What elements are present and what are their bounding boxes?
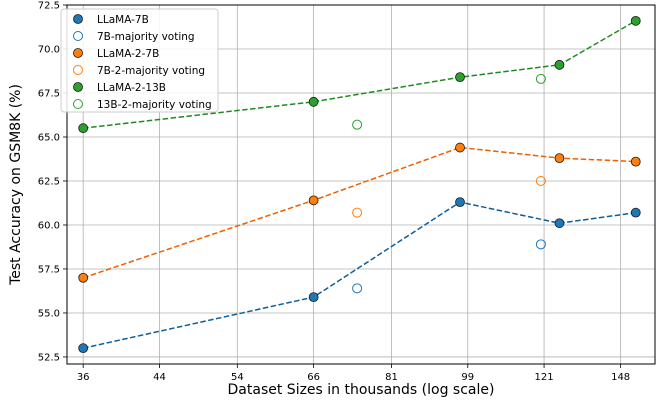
y-tick-label: 55.0 — [38, 308, 60, 319]
series-7b-majority-voting — [352, 239, 546, 294]
x-tick-label: 121 — [535, 372, 554, 383]
series-llama-2-7b — [78, 142, 641, 283]
x-axis-label: Dataset Sizes in thousands (log scale) — [228, 382, 495, 398]
data-point — [308, 195, 319, 206]
data-point — [78, 343, 89, 354]
y-axis-label: Test Accuracy on GSM8K (%) — [8, 84, 24, 286]
legend-item: LLaMA-2-7B — [73, 48, 159, 60]
data-point — [78, 123, 89, 134]
y-tick-label: 62.5 — [38, 176, 60, 187]
y-tick-label: 67.5 — [38, 88, 60, 99]
legend-label: 7B-majority voting — [97, 31, 195, 43]
legend-marker — [73, 48, 83, 58]
y-axis: 52.5 55.0 57.5 60.0 62.5 65.0 67.5 70.0 72.5 — [38, 1, 67, 363]
legend-label: 7B-2-majority voting — [97, 65, 205, 77]
legend-marker — [73, 65, 83, 75]
plot-area — [78, 15, 641, 354]
data-point — [535, 239, 546, 250]
x-tick-label: 99 — [461, 372, 474, 383]
legend-marker — [73, 31, 83, 41]
legend-label: 13B-2-majority voting — [97, 99, 212, 111]
x-tick-label: 148 — [611, 372, 630, 383]
legend-marker — [73, 14, 83, 24]
x-tick-label: 36 — [77, 372, 90, 383]
legend-item: LLaMA-2-13B — [73, 82, 166, 94]
data-point — [630, 15, 641, 26]
data-point — [308, 292, 319, 303]
legend-label: LLaMA-7B — [97, 14, 149, 26]
series-13b-2-majority-voting — [352, 73, 546, 130]
legend-label: LLaMA-2-13B — [97, 82, 166, 94]
y-tick-label: 52.5 — [38, 352, 60, 363]
data-point — [630, 207, 641, 218]
data-point — [554, 153, 565, 164]
legend-item: 7B-majority voting — [73, 31, 195, 43]
legend-item: LLaMA-7B — [73, 14, 149, 26]
data-point — [78, 272, 89, 283]
data-point — [455, 72, 465, 83]
data-point — [630, 156, 641, 167]
plot-frame — [66, 4, 656, 365]
y-tick-label: 72.5 — [38, 1, 60, 12]
legend-item: 7B-2-majority voting — [73, 65, 205, 77]
legend: LLaMA-7B 7B-majority voting LLaMA-2-7B 7B-2… — [60, 8, 219, 113]
y-tick-label: 70.0 — [38, 44, 60, 55]
data-point — [554, 218, 565, 229]
x-tick-label: 54 — [231, 372, 244, 383]
y-tick-label: 57.5 — [38, 264, 60, 275]
data-point — [308, 96, 319, 107]
series-line — [82, 146, 636, 279]
series-7b-2-majority-voting — [352, 175, 546, 218]
x-tick-label: 66 — [307, 372, 320, 383]
x-axis: 36 44 54 66 81 99 121 148 — [77, 364, 630, 383]
data-point — [352, 207, 363, 218]
data-point — [535, 175, 546, 186]
x-tick-label: 81 — [385, 372, 398, 383]
y-tick-label: 65.0 — [38, 132, 60, 143]
legend-marker — [73, 99, 83, 109]
series-line — [83, 201, 636, 349]
legend-label: LLaMA-2-7B — [97, 48, 159, 60]
data-point — [455, 197, 465, 207]
legend-item: 13B-2-majority voting — [73, 99, 212, 111]
y-tick-label: 60.0 — [38, 220, 60, 231]
data-point — [554, 59, 565, 70]
legend-box — [60, 8, 219, 113]
series-llama-2-13b — [78, 15, 641, 134]
x-tick-label: 44 — [153, 372, 166, 383]
series-llama-7b — [78, 197, 641, 354]
legend-marker — [73, 82, 83, 92]
data-point — [535, 73, 546, 84]
data-point — [352, 283, 363, 294]
data-point — [455, 142, 465, 153]
data-point — [352, 119, 363, 130]
